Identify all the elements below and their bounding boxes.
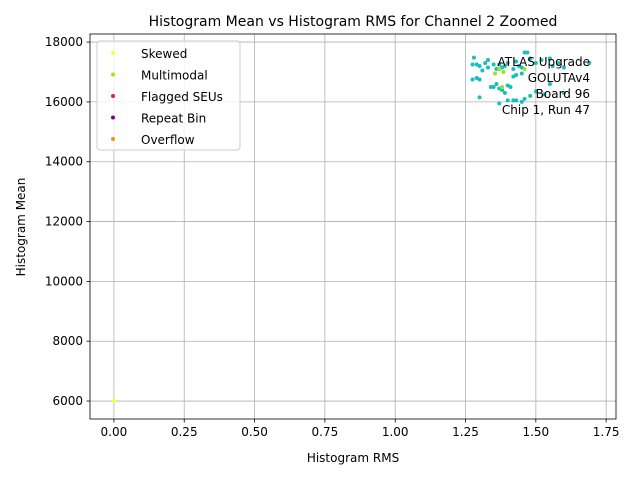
legend-label: Flagged SEUs (141, 90, 223, 104)
data-point (514, 59, 519, 64)
x-tick-label: 1.25 (452, 425, 479, 439)
data-point (561, 90, 566, 95)
legend-label: Repeat Bin (141, 112, 206, 126)
data-point (501, 69, 506, 74)
annotation-line: GOLUTAv4 (528, 71, 590, 85)
grid-lines (90, 34, 616, 419)
data-point (493, 71, 498, 76)
data-point (522, 96, 527, 101)
legend-marker (111, 115, 115, 120)
x-tick-label: 0.25 (171, 425, 198, 439)
data-point (511, 67, 516, 71)
data-point (547, 56, 552, 61)
legend-marker (111, 137, 115, 141)
y-axis-ticks: 6000 8000 10000 12000 14000 16000 18000 (45, 35, 90, 408)
legend-label: Multimodal (141, 69, 208, 83)
data-point (556, 61, 561, 66)
y-tick-label: 8000 (52, 334, 83, 348)
data-point (528, 56, 533, 61)
annotation-line: Chip 1, Run 47 (502, 103, 590, 117)
annotation-line: Board 96 (536, 87, 590, 101)
data-point (502, 90, 507, 95)
legend-marker (111, 51, 115, 55)
data-point (477, 95, 482, 100)
data-point (539, 58, 544, 63)
y-tick-label: 6000 (52, 394, 83, 408)
data-point (587, 61, 592, 66)
data-point (547, 81, 552, 86)
legend-label: Skewed (141, 47, 187, 61)
x-tick-label: 0.00 (101, 425, 128, 439)
y-tick-label: 10000 (45, 274, 83, 288)
data-point (500, 87, 505, 92)
data-point (514, 98, 519, 103)
data-point (470, 62, 475, 67)
data-point (502, 64, 507, 69)
x-tick-label: 1.50 (522, 425, 549, 439)
legend-label: Overflow (141, 133, 195, 147)
data-point (486, 65, 491, 70)
data-point (483, 61, 488, 66)
data-point (522, 50, 527, 55)
data-point (533, 89, 538, 94)
data-point (550, 64, 555, 69)
chart-annotation: ATLAS Upgrade GOLUTAv4 Board 96 Chip 1, Run… (497, 55, 590, 117)
data-point (486, 58, 491, 63)
x-tick-label: 0.75 (312, 425, 339, 439)
data-point (477, 77, 482, 82)
y-tick-label: 18000 (45, 35, 83, 49)
data-point (491, 62, 496, 67)
data-point (528, 93, 533, 98)
x-axis-ticks: 0.00 0.25 0.50 0.75 1.00 1.25 1.50 1.75 (101, 419, 620, 439)
x-axis-label: Histogram RMS (307, 451, 399, 465)
data-point (497, 101, 502, 106)
data-point (522, 67, 527, 71)
legend-marker (111, 72, 115, 77)
data-point (561, 65, 566, 70)
data-point (542, 92, 547, 97)
legend-marker (111, 94, 115, 98)
data-point (477, 64, 482, 69)
x-tick-label: 1.75 (593, 425, 620, 439)
x-tick-label: 1.00 (382, 425, 409, 439)
data-point (488, 84, 493, 89)
data-point (511, 98, 516, 103)
data-point (491, 84, 496, 89)
data-point (500, 84, 505, 89)
annotation-line: ATLAS Upgrade (497, 55, 590, 69)
data-point (505, 98, 510, 103)
data-point (514, 72, 519, 77)
data-point (533, 61, 538, 66)
legend-box (96, 40, 241, 151)
data-point (494, 67, 499, 71)
data-point (494, 81, 499, 86)
x-tick-label: 0.50 (241, 425, 268, 439)
data-point (519, 99, 524, 104)
data-point (470, 77, 475, 82)
y-tick-label: 12000 (45, 215, 83, 229)
data-point (519, 71, 524, 76)
chart-title: Histogram Mean vs Histogram RMS for Chan… (149, 14, 558, 30)
y-tick-label: 16000 (45, 95, 83, 109)
data-point (497, 67, 502, 71)
data-point (480, 68, 485, 73)
plot-area-frame (89, 33, 617, 420)
data-point (505, 61, 510, 66)
data-point (471, 55, 476, 60)
y-axis-label: Histogram Mean (14, 178, 28, 277)
data-point (508, 84, 513, 89)
data-points (111, 50, 592, 404)
y-tick-label: 14000 (45, 155, 83, 169)
legend: Skewed Multimodal Flagged SEUs Repeat Bin Ov… (96, 40, 241, 151)
data-point (525, 50, 530, 55)
data-point (111, 399, 116, 404)
data-point (497, 62, 502, 67)
legend-items: Skewed Multimodal Flagged SEUs Repeat Bin Ov… (111, 47, 223, 147)
